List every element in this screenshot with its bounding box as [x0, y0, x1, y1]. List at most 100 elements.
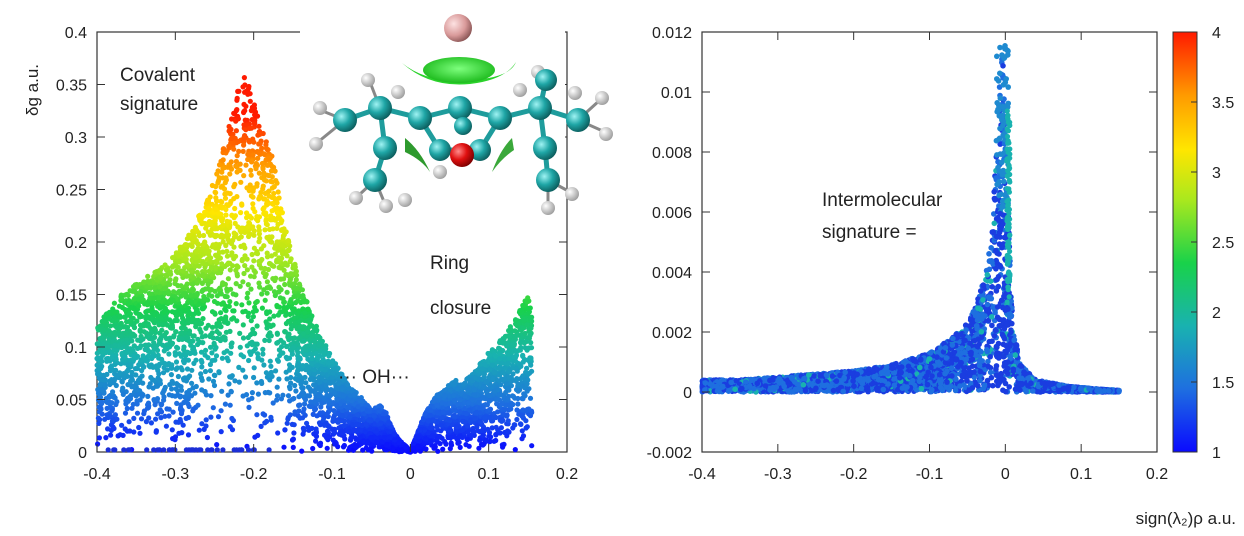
scatter-point	[288, 256, 294, 262]
scatter-point	[186, 403, 192, 410]
scatter-point	[157, 274, 163, 280]
scatter-point	[285, 247, 291, 254]
scatter-point	[248, 172, 254, 178]
scatter-point	[206, 376, 212, 382]
scatter-point	[161, 308, 167, 315]
scatter-point	[239, 202, 245, 208]
scatter-point	[162, 361, 168, 367]
scatter-point	[437, 441, 443, 447]
scatter-point	[443, 441, 449, 447]
left-scatter-points	[94, 75, 535, 455]
scatter-point	[260, 183, 266, 189]
scatter-point	[253, 160, 259, 167]
scatter-point	[218, 429, 224, 435]
scatter-point	[106, 310, 112, 316]
scatter-point	[224, 348, 230, 354]
scatter-point	[254, 323, 260, 329]
scatter-point	[323, 382, 329, 388]
scatter-point	[313, 438, 319, 444]
scatter-point	[244, 210, 250, 216]
scatter-point	[177, 394, 183, 400]
scatter-point	[380, 416, 386, 422]
scatter-point	[98, 326, 104, 332]
scatter-point	[255, 391, 261, 397]
scatter-point	[476, 399, 482, 406]
scatter-point	[181, 399, 187, 406]
scatter-point	[271, 313, 277, 319]
scatter-point	[281, 304, 287, 310]
scatter-point	[447, 417, 453, 424]
scatter-point	[253, 166, 259, 172]
scatter-point	[169, 427, 175, 433]
scatter-point	[234, 273, 240, 279]
scatter-point	[178, 310, 184, 316]
scatter-point	[269, 208, 275, 214]
scatter-point	[157, 377, 163, 384]
scatter-point	[193, 357, 199, 363]
scatter-point	[527, 370, 533, 376]
scatter-point	[248, 215, 254, 221]
scatter-point	[101, 319, 107, 325]
scatter-point	[107, 368, 114, 374]
scatter-point	[349, 434, 355, 440]
scatter-point	[235, 224, 241, 230]
scatter-point	[208, 221, 214, 228]
scatter-point	[528, 356, 534, 362]
scatter-point	[434, 435, 441, 441]
scatter-point	[191, 311, 197, 317]
scatter-point	[497, 346, 503, 352]
scatter-point	[358, 417, 364, 423]
scatter-point	[231, 146, 237, 152]
scatter-point	[244, 343, 250, 349]
scatter-point	[179, 336, 185, 342]
scatter-point	[275, 189, 281, 195]
scatter-point	[266, 188, 272, 194]
scatter-point	[201, 426, 207, 432]
scatter-point	[480, 395, 487, 401]
scatter-point	[529, 443, 535, 449]
scatter-point	[513, 352, 520, 358]
scatter-point	[515, 401, 521, 407]
scatter-point	[211, 232, 217, 238]
scatter-point	[376, 407, 382, 414]
scatter-point	[156, 337, 162, 343]
scatter-point	[357, 434, 364, 440]
scatter-point	[244, 267, 250, 273]
scatter-point	[242, 117, 248, 123]
scatter-point	[199, 421, 205, 427]
scatter-point	[233, 301, 239, 307]
scatter-point	[188, 393, 195, 399]
scatter-point	[156, 371, 162, 377]
scatter-point	[301, 391, 307, 397]
scatter-point	[515, 381, 521, 387]
scatter-point	[505, 418, 511, 424]
scatter-point	[491, 369, 497, 375]
scatter-point	[517, 363, 524, 369]
scatter-point	[250, 314, 256, 320]
scatter-point	[457, 444, 463, 450]
scatter-point	[282, 427, 288, 433]
scatter-point	[347, 413, 353, 419]
scatter-point	[205, 212, 211, 218]
scatter-point	[262, 390, 268, 396]
scatter-point	[255, 155, 261, 161]
scatter-point	[226, 303, 232, 309]
scatter-point	[222, 227, 228, 233]
scatter-point	[316, 393, 322, 399]
scatter-point	[451, 392, 457, 399]
scatter-point	[274, 331, 280, 337]
scatter-point	[314, 327, 320, 333]
scatter-point	[179, 367, 185, 373]
scatter-point	[240, 84, 246, 90]
scatter-point	[301, 299, 307, 305]
scatter-point	[136, 303, 142, 309]
scatter-point	[137, 376, 143, 383]
scatter-point	[175, 264, 181, 270]
scatter-point	[284, 253, 290, 259]
scatter-point	[422, 411, 428, 417]
scatter-point	[148, 374, 154, 381]
scatter-point	[173, 359, 180, 365]
scatter-point	[261, 362, 267, 368]
scatter-point	[502, 402, 508, 408]
scatter-point	[250, 205, 256, 211]
